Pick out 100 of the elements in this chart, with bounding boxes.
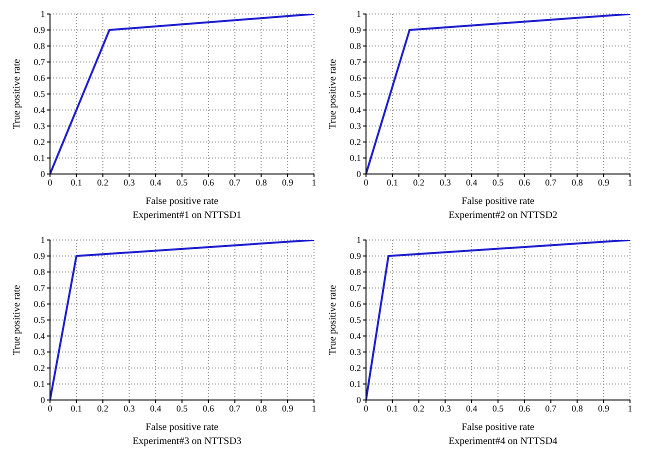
y-tick-label: 0	[356, 169, 362, 180]
x-tick-label: 0.4	[150, 177, 162, 188]
y-tick-label: 0.8	[34, 41, 46, 52]
y-tick-label: 0.2	[34, 363, 45, 374]
x-tick-label: 0.1	[70, 177, 82, 188]
x-tick-label: 0.6	[518, 403, 531, 414]
y-tick-label: 0.2	[350, 363, 361, 374]
x-tick-label: 0.8	[572, 403, 584, 414]
x-tick-label: 0.6	[202, 403, 215, 414]
y-tick-label: 0.1	[34, 153, 45, 164]
x-tick-label: 0.2	[413, 177, 424, 188]
text: Experiment#1 on NTTSD1	[132, 210, 242, 221]
y-tick-label: 1	[40, 235, 45, 246]
y-tick-label: 0.1	[350, 379, 361, 390]
y-tick-label: 0.1	[350, 153, 361, 164]
y-tick-label: 0.5	[350, 315, 362, 326]
x-tick-label: 0.9	[282, 403, 294, 414]
y-tick-label: 1	[356, 9, 361, 20]
y-tick-label: 0.7	[350, 283, 362, 294]
y-axis-title: True positive rate	[12, 284, 23, 356]
y-tick-label: 0.3	[350, 121, 362, 132]
x-tick-label: 0.7	[545, 177, 557, 188]
y-tick-label: 0.9	[350, 25, 362, 36]
text: Experiment#4 on NTTSD4	[448, 436, 558, 447]
x-tick-label: 0.4	[466, 403, 478, 414]
y-tick-label: 0.9	[350, 251, 362, 262]
x-tick-label: 0	[48, 177, 53, 188]
y-axis-title: True positive rate	[328, 284, 339, 356]
y-tick-label: 0.7	[34, 283, 46, 294]
y-tick-label: 0.5	[34, 89, 46, 100]
y-tick-label: 0	[356, 395, 362, 406]
x-tick-label: 0.6	[202, 177, 215, 188]
y-axis-title: True positive rate	[328, 58, 339, 130]
x-tick-label: 0.8	[256, 403, 268, 414]
x-tick-label: 0.3	[440, 177, 452, 188]
x-axis-title: False positive rate	[462, 196, 535, 207]
text: Experiment#3 on NTTSD3	[132, 436, 242, 447]
y-tick-label: 0.4	[350, 105, 362, 116]
y-tick-label: 0.4	[34, 331, 46, 342]
x-tick-label: 0.4	[466, 177, 478, 188]
x-tick-label: 0.1	[386, 177, 398, 188]
x-tick-label: 0.8	[572, 177, 584, 188]
x-axis-title: False positive rate	[462, 422, 535, 433]
x-tick-label: 0.5	[176, 177, 188, 188]
x-tick-label: 0.5	[176, 403, 188, 414]
x-tick-label: 0.7	[229, 403, 241, 414]
x-tick-label: 0.1	[386, 403, 398, 414]
y-tick-label: 1	[40, 9, 45, 20]
y-axis-title: True positive rate	[12, 58, 23, 130]
x-tick-label: 0.2	[413, 403, 424, 414]
y-tick-label: 0	[40, 395, 46, 406]
y-tick-label: 0.2	[34, 137, 45, 148]
y-tick-label: 0.4	[34, 105, 46, 116]
text: Experiment#2 on NTTSD2	[448, 210, 558, 221]
x-tick-label: 0.2	[97, 177, 108, 188]
x-tick-label: 0	[364, 403, 369, 414]
x-tick-label: 1	[312, 403, 316, 414]
x-tick-label: 1	[628, 177, 632, 188]
x-tick-label: 0.3	[440, 403, 452, 414]
x-tick-label: 0.5	[492, 403, 504, 414]
x-tick-label: 0.9	[282, 177, 294, 188]
y-tick-label: 0.3	[34, 347, 46, 358]
y-tick-label: 0.6	[34, 73, 46, 84]
y-tick-label: 0.3	[350, 347, 362, 358]
x-tick-label: 0.5	[492, 177, 504, 188]
x-tick-label: 0.9	[598, 177, 610, 188]
x-tick-label: 0	[48, 403, 53, 414]
x-tick-label: 0.7	[545, 403, 557, 414]
y-tick-label: 0.5	[350, 89, 362, 100]
y-tick-label: 0.4	[350, 331, 362, 342]
x-tick-label: 0	[364, 177, 369, 188]
x-tick-label: 0.7	[229, 177, 241, 188]
x-axis-title: False positive rate	[146, 196, 219, 207]
y-tick-label: 0.6	[350, 299, 362, 310]
y-tick-label: 0.9	[34, 25, 46, 36]
y-tick-label: 0	[40, 169, 46, 180]
y-tick-label: 1	[356, 235, 361, 246]
x-tick-label: 1	[628, 403, 632, 414]
y-tick-label: 0.1	[34, 379, 45, 390]
x-tick-label: 0.1	[70, 403, 82, 414]
y-tick-label: 0.8	[350, 267, 362, 278]
y-tick-label: 0.7	[34, 57, 46, 68]
y-tick-label: 0.8	[350, 41, 362, 52]
x-tick-label: 0.3	[124, 403, 136, 414]
x-tick-label: 1	[312, 177, 316, 188]
y-tick-label: 0.7	[350, 57, 362, 68]
y-tick-label: 0.9	[34, 251, 46, 262]
y-tick-label: 0.2	[350, 137, 361, 148]
y-tick-label: 0.6	[350, 73, 362, 84]
x-tick-label: 0.8	[256, 177, 268, 188]
x-tick-label: 0.9	[598, 403, 610, 414]
x-tick-label: 0.6	[518, 177, 531, 188]
y-tick-label: 0.8	[34, 267, 46, 278]
x-axis-title: False positive rate	[146, 422, 219, 433]
x-tick-label: 0.2	[97, 403, 108, 414]
x-tick-label: 0.3	[124, 177, 136, 188]
x-tick-label: 0.4	[150, 403, 162, 414]
y-tick-label: 0.6	[34, 299, 46, 310]
y-tick-label: 0.3	[34, 121, 46, 132]
y-tick-label: 0.5	[34, 315, 46, 326]
